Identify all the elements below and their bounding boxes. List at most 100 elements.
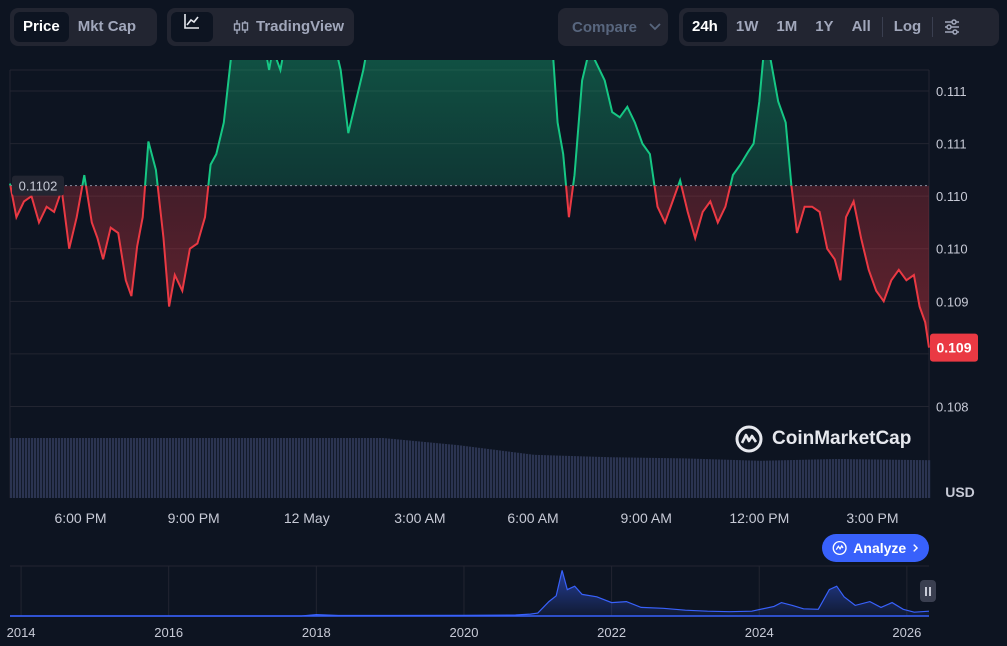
y-axis: 0.111 0.111 0.110 0.110 0.109 0.109 0.108	[936, 84, 969, 414]
price-button[interactable]: Price	[14, 12, 69, 42]
volume-bar	[76, 438, 79, 498]
analyze-label: Analyze	[853, 540, 907, 556]
volume-bar	[163, 438, 166, 498]
volume-bar	[181, 438, 184, 498]
volume-bar	[85, 438, 88, 498]
volume-bar	[352, 438, 355, 498]
tradingview-button[interactable]: TradingView	[223, 12, 353, 42]
overview-handle[interactable]	[920, 580, 936, 602]
volume-bar	[655, 457, 658, 498]
volume-bar	[94, 438, 97, 498]
volume-bar	[220, 438, 223, 498]
volume-bar	[781, 460, 784, 498]
volume-bar	[229, 438, 232, 498]
volume-bar	[502, 450, 505, 498]
volume-bar	[43, 438, 46, 498]
volume-bar	[310, 438, 313, 498]
volume-bar	[415, 441, 418, 498]
volume-bar	[103, 438, 106, 498]
volume-bar	[571, 456, 574, 498]
volume-bar	[268, 438, 271, 498]
range-1m-button[interactable]: 1M	[776, 18, 798, 35]
volume-bar	[601, 456, 604, 498]
volume-bar	[421, 441, 424, 498]
overview-tick-label: 2014	[7, 625, 36, 640]
volume-bar	[673, 458, 676, 498]
price-area-down	[10, 185, 929, 348]
settings-button[interactable]	[935, 12, 969, 42]
volume-bar	[184, 438, 187, 498]
volume-bar	[436, 443, 439, 498]
volume-bar	[253, 438, 256, 498]
volume-bar	[79, 438, 82, 498]
volume-bar	[358, 438, 361, 498]
volume-bar	[322, 438, 325, 498]
volume-bar	[445, 443, 448, 498]
volume-bar	[238, 438, 241, 498]
coinmarketcap-watermark: CoinMarketCap	[734, 424, 911, 454]
volume-bar	[598, 456, 601, 498]
volume-bar	[409, 440, 412, 498]
chart-tool-toggle: TradingView	[167, 8, 354, 46]
volume-bar	[319, 438, 322, 498]
volume-bar	[493, 449, 496, 498]
volume-bar	[838, 459, 841, 498]
volume-bar	[67, 438, 70, 498]
volume-bar	[760, 460, 763, 498]
volume-bar	[49, 438, 52, 498]
volume-bar	[259, 438, 262, 498]
volume-bar	[232, 438, 235, 498]
volume-bar	[556, 455, 559, 498]
volume-bar	[769, 460, 772, 498]
volume-bar	[583, 456, 586, 498]
range-1y-button[interactable]: 1Y	[815, 18, 834, 35]
open-price-label: 0.1102	[12, 175, 64, 196]
volume-bar	[127, 438, 130, 498]
analyze-button[interactable]: Analyze	[822, 534, 929, 562]
volume-bar	[97, 438, 100, 498]
volume-bar	[730, 459, 733, 498]
log-scale-button[interactable]: Log	[893, 18, 922, 35]
volume-bar	[100, 438, 103, 498]
x-tick-label: 6:00 PM	[54, 510, 106, 526]
price-chart[interactable]: 0.1102 0.1110.1110.1100.1100.1090.1090.1…	[0, 60, 1007, 530]
volume-bar	[613, 457, 616, 498]
volume-bar	[670, 458, 673, 498]
volume-bar	[664, 458, 667, 498]
volume-bar	[91, 438, 94, 498]
volume-bar	[241, 438, 244, 498]
volume-bar	[796, 459, 799, 498]
volume-bar	[928, 460, 931, 498]
volume-bar	[328, 438, 331, 498]
volume-bar	[175, 438, 178, 498]
volume-bar	[568, 455, 571, 498]
x-tick-label: 12 May	[284, 510, 330, 526]
volume-bar	[286, 438, 289, 498]
volume-bar	[343, 438, 346, 498]
market-cap-button[interactable]: Mkt Cap	[77, 18, 137, 35]
candlestick-icon	[233, 20, 249, 34]
overview-chart[interactable]: 2014 2016 2018 2020 2022 2024 2026	[0, 560, 1007, 646]
analyze-icon	[832, 540, 847, 556]
compare-dropdown[interactable]: Compare	[558, 8, 668, 46]
y-tick-label: 0.111	[936, 137, 967, 152]
price-line-down	[9, 185, 930, 348]
range-all-button[interactable]: All	[851, 18, 871, 35]
volume-bar	[211, 438, 214, 498]
volume-bar	[262, 438, 265, 498]
sliders-icon	[945, 19, 960, 35]
volume-bar	[226, 438, 229, 498]
range-24h-button[interactable]: 24h	[683, 12, 727, 42]
volume-bar	[169, 438, 172, 498]
volume-bar	[379, 438, 382, 498]
volume-bar	[868, 459, 871, 498]
volume-bar	[727, 459, 730, 498]
volume-bar	[373, 438, 376, 498]
chevron-down-icon	[649, 23, 661, 31]
volume-bar	[403, 439, 406, 498]
volume-bar	[265, 438, 268, 498]
line-chart-button[interactable]	[171, 12, 213, 42]
volume-bar	[478, 447, 481, 498]
volume-bar	[703, 459, 706, 498]
range-1w-button[interactable]: 1W	[735, 18, 759, 35]
